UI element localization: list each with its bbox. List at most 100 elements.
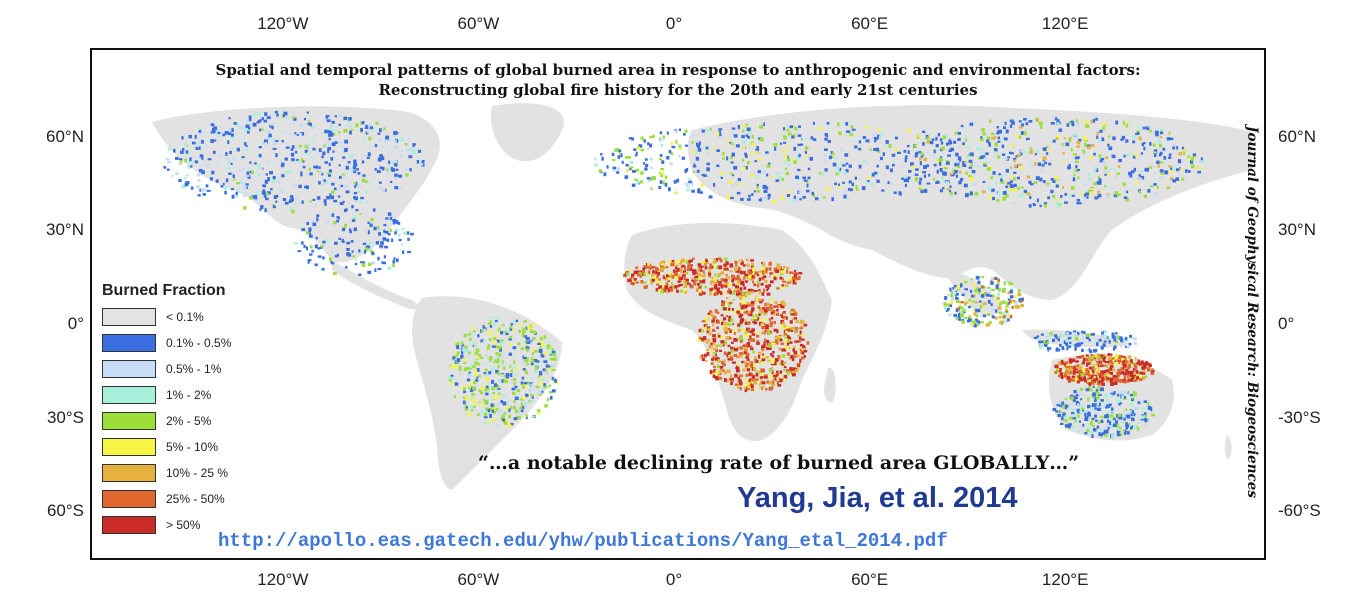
- fire-speckle: [522, 327, 525, 330]
- fire-speckle: [837, 185, 842, 189]
- fire-speckle: [990, 281, 994, 285]
- fire-speckle: [485, 354, 488, 358]
- fire-speckle: [650, 280, 654, 285]
- fire-speckle: [775, 276, 778, 281]
- fire-speckle: [923, 157, 928, 162]
- fire-speckle: [781, 277, 784, 281]
- fire-speckle: [392, 219, 396, 222]
- fire-speckle: [786, 266, 790, 270]
- fire-speckle: [1119, 354, 1123, 359]
- fire-speckle: [704, 353, 707, 358]
- fire-speckle: [212, 150, 216, 154]
- fire-speckle: [803, 179, 808, 182]
- legend-swatch: [102, 308, 156, 326]
- fire-speckle: [331, 120, 335, 124]
- fire-speckle: [392, 260, 395, 264]
- fire-speckle: [1066, 376, 1070, 380]
- fire-speckle: [1019, 149, 1024, 153]
- fire-speckle: [981, 291, 984, 296]
- fire-speckle: [641, 273, 644, 276]
- fire-speckle: [464, 407, 468, 412]
- fire-speckle: [1181, 177, 1185, 181]
- fire-speckle: [907, 144, 910, 148]
- fire-speckle: [786, 371, 790, 375]
- fire-speckle: [693, 281, 697, 286]
- fire-speckle: [211, 170, 215, 175]
- fire-speckle: [720, 176, 723, 179]
- fire-speckle: [323, 179, 327, 183]
- fire-speckle: [771, 342, 776, 345]
- fire-speckle: [1096, 131, 1099, 135]
- fire-speckle: [724, 257, 728, 262]
- fire-speckle: [715, 369, 718, 374]
- fire-speckle: [180, 150, 184, 154]
- fire-speckle: [1092, 118, 1095, 123]
- fire-speckle: [759, 319, 763, 322]
- fire-speckle: [778, 304, 783, 308]
- fire-speckle: [1154, 171, 1157, 174]
- fire-speckle: [970, 317, 974, 320]
- fire-speckle: [874, 171, 878, 175]
- fire-speckle: [547, 340, 551, 343]
- fire-speckle: [949, 287, 952, 292]
- fire-speckle: [697, 145, 700, 149]
- fire-speckle: [296, 159, 299, 162]
- fire-speckle: [1004, 320, 1007, 323]
- map-frame: [90, 48, 1266, 560]
- fire-speckle: [275, 140, 279, 143]
- paper-url[interactable]: http://apollo.eas.gatech.edu/yhw/publica…: [218, 530, 948, 552]
- fire-speckle: [1107, 135, 1111, 138]
- fire-speckle: [539, 336, 543, 341]
- fire-speckle: [734, 373, 738, 378]
- fire-speckle: [994, 142, 998, 147]
- fire-speckle: [742, 129, 745, 133]
- fire-speckle: [354, 185, 357, 189]
- fire-speckle: [728, 288, 731, 292]
- fire-speckle: [485, 392, 489, 396]
- fire-speckle: [349, 125, 352, 129]
- fire-speckle: [355, 190, 360, 194]
- fire-speckle: [1108, 371, 1111, 376]
- fire-speckle: [776, 287, 780, 290]
- fire-speckle: [870, 183, 874, 187]
- fire-speckle: [806, 341, 810, 345]
- fire-speckle: [903, 175, 907, 179]
- fire-speckle: [175, 172, 179, 176]
- fire-speckle: [1113, 391, 1116, 395]
- fire-speckle: [514, 396, 519, 400]
- fire-speckle: [968, 315, 971, 319]
- fire-speckle: [992, 196, 995, 201]
- fire-speckle: [783, 334, 786, 337]
- fire-speckle: [762, 307, 765, 310]
- fire-speckle: [472, 386, 476, 390]
- fire-speckle: [981, 128, 985, 132]
- fire-speckle: [778, 347, 782, 351]
- fire-speckle: [774, 358, 779, 362]
- fire-speckle: [747, 135, 750, 139]
- fire-speckle: [773, 305, 777, 308]
- fire-speckle: [943, 167, 948, 170]
- fire-speckle: [824, 154, 827, 157]
- fire-speckle: [714, 352, 717, 357]
- fire-speckle: [293, 202, 296, 206]
- fire-speckle: [1086, 429, 1090, 433]
- fire-speckle: [768, 262, 772, 266]
- fire-speckle: [721, 300, 724, 304]
- lon-tick-top: 60°E: [851, 14, 889, 33]
- fire-speckle: [1055, 369, 1060, 373]
- fire-speckle: [512, 354, 515, 358]
- fire-speckle: [202, 159, 205, 162]
- fire-speckle: [367, 124, 370, 128]
- fire-speckle: [776, 373, 780, 377]
- fire-speckle: [663, 276, 666, 280]
- fire-speckle: [1125, 422, 1128, 426]
- fire-speckle: [755, 380, 759, 383]
- fire-speckle: [683, 259, 688, 262]
- fire-speckle: [1107, 144, 1110, 147]
- fire-speckle: [1064, 404, 1069, 408]
- fire-speckle: [997, 155, 1001, 159]
- fire-speckle: [364, 126, 369, 129]
- fire-speckle: [1128, 364, 1132, 368]
- fire-speckle: [783, 159, 786, 164]
- fire-speckle: [698, 292, 703, 296]
